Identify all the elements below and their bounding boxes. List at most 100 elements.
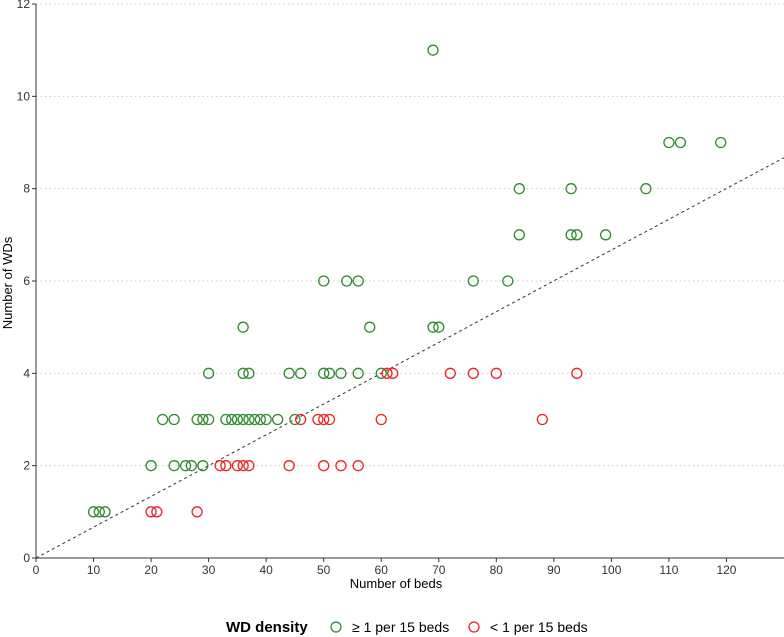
data-point-series0-26 bbox=[283, 367, 295, 379]
y-tick-label-4: 4 bbox=[23, 366, 30, 380]
data-point-series1-20 bbox=[444, 367, 456, 379]
y-tick-label-2: 2 bbox=[23, 459, 30, 473]
data-point-series0-13 bbox=[220, 413, 232, 426]
x-tick-label-0: 0 bbox=[33, 563, 40, 577]
x-tick-label-100: 100 bbox=[601, 563, 621, 577]
data-point-series1-23 bbox=[571, 367, 583, 379]
data-point-series0-22 bbox=[289, 413, 301, 426]
x-tick-label-120: 120 bbox=[716, 563, 736, 577]
data-point-series0-32 bbox=[375, 367, 387, 379]
data-point-series0-21 bbox=[272, 413, 284, 426]
data-point-series0-48 bbox=[640, 183, 652, 195]
data-point-series1-8 bbox=[283, 460, 295, 472]
y-tick-label-0: 0 bbox=[23, 551, 30, 565]
data-point-series0-30 bbox=[335, 367, 347, 379]
data-point-series1-14 bbox=[318, 413, 330, 426]
data-point-series0-18 bbox=[248, 413, 261, 426]
legend-label-high-density: ≥ 1 per 15 beds bbox=[352, 619, 449, 635]
data-point-series1-11 bbox=[352, 460, 364, 472]
data-point-series0-20 bbox=[260, 413, 272, 426]
data-point-series1-21 bbox=[467, 367, 479, 379]
data-point-series0-50 bbox=[674, 136, 687, 149]
data-point-series0-34 bbox=[364, 321, 376, 333]
x-tick-label-110: 110 bbox=[659, 563, 678, 577]
data-point-series0-17 bbox=[243, 413, 255, 426]
data-point-series0-49 bbox=[663, 136, 675, 149]
y-tick-label-6: 6 bbox=[23, 274, 30, 288]
legend-marker-high-density bbox=[330, 621, 342, 633]
data-point-series0-45 bbox=[599, 229, 612, 241]
data-point-series0-37 bbox=[318, 275, 330, 287]
data-point-series0-6 bbox=[185, 460, 198, 472]
x-tick-label-10: 10 bbox=[87, 563, 101, 577]
data-point-series0-25 bbox=[243, 367, 255, 379]
data-point-series0-35 bbox=[427, 321, 439, 333]
data-point-series0-52 bbox=[427, 44, 439, 56]
data-point-series0-9 bbox=[168, 413, 180, 426]
legend: WD density ≥ 1 per 15 beds < 1 per 15 be… bbox=[226, 619, 588, 636]
data-point-series0-42 bbox=[513, 229, 525, 241]
data-point-series0-24 bbox=[237, 367, 249, 379]
x-tick-label-80: 80 bbox=[490, 563, 504, 577]
data-point-series1-15 bbox=[323, 413, 336, 426]
data-point-series0-47 bbox=[565, 183, 577, 195]
data-point-series0-40 bbox=[467, 275, 479, 287]
x-tick-label-70: 70 bbox=[432, 563, 446, 577]
x-axis-title: Number of beds bbox=[350, 576, 443, 591]
data-point-series0-33 bbox=[237, 321, 249, 333]
data-point-series0-27 bbox=[295, 367, 307, 379]
data-point-series0-19 bbox=[254, 413, 267, 426]
data-point-series0-46 bbox=[513, 183, 525, 195]
x-tick-label-40: 40 bbox=[259, 563, 273, 577]
data-point-series0-5 bbox=[179, 460, 192, 472]
data-point-series1-18 bbox=[381, 367, 393, 379]
x-tick-label-30: 30 bbox=[202, 563, 216, 577]
data-point-series0-16 bbox=[237, 413, 249, 426]
data-point-series0-15 bbox=[231, 413, 244, 426]
data-point-series0-38 bbox=[341, 275, 353, 287]
data-point-series0-11 bbox=[197, 413, 209, 426]
data-point-series1-3 bbox=[214, 460, 226, 472]
data-point-series0-23 bbox=[202, 367, 215, 379]
data-point-series0-4 bbox=[168, 460, 180, 472]
data-point-series0-44 bbox=[571, 229, 583, 241]
data-point-series0-12 bbox=[202, 413, 215, 426]
data-point-series0-3 bbox=[145, 460, 157, 472]
x-tick-label-50: 50 bbox=[317, 563, 331, 577]
data-point-series0-8 bbox=[156, 413, 169, 426]
data-point-series1-10 bbox=[335, 460, 347, 472]
data-point-series0-39 bbox=[352, 275, 364, 287]
y-tick-label-10: 10 bbox=[17, 89, 31, 103]
x-tick-label-60: 60 bbox=[375, 563, 389, 577]
legend-label-low-density: < 1 per 15 beds bbox=[490, 619, 588, 635]
data-point-series1-7 bbox=[243, 460, 255, 472]
data-point-series1-2 bbox=[191, 506, 203, 518]
data-point-series0-2 bbox=[99, 506, 111, 518]
data-point-series1-9 bbox=[318, 460, 330, 472]
x-tick-label-90: 90 bbox=[547, 563, 561, 577]
data-point-series1-22 bbox=[490, 367, 502, 379]
data-point-series0-28 bbox=[318, 367, 330, 379]
y-tick-label-8: 8 bbox=[23, 182, 30, 196]
data-point-series1-19 bbox=[387, 367, 399, 379]
data-point-series0-51 bbox=[715, 136, 727, 149]
data-point-series1-17 bbox=[536, 413, 548, 426]
reference-line bbox=[35, 157, 784, 559]
data-point-series0-0 bbox=[87, 506, 100, 518]
data-point-series1-5 bbox=[231, 460, 244, 472]
data-point-series1-1 bbox=[151, 506, 163, 518]
data-point-series0-1 bbox=[93, 506, 105, 518]
data-point-series1-4 bbox=[220, 460, 232, 472]
data-point-series0-43 bbox=[565, 229, 577, 241]
data-point-series0-29 bbox=[323, 367, 336, 379]
data-point-series0-14 bbox=[225, 413, 238, 426]
data-point-series0-31 bbox=[352, 367, 364, 379]
x-tick-label-20: 20 bbox=[144, 563, 158, 577]
data-point-series0-36 bbox=[433, 321, 445, 333]
y-tick-label-12: 12 bbox=[17, 0, 31, 11]
data-point-series0-7 bbox=[197, 460, 209, 472]
data-point-series1-6 bbox=[237, 460, 249, 472]
data-point-series1-16 bbox=[375, 413, 387, 426]
legend-marker-low-density bbox=[468, 621, 480, 633]
